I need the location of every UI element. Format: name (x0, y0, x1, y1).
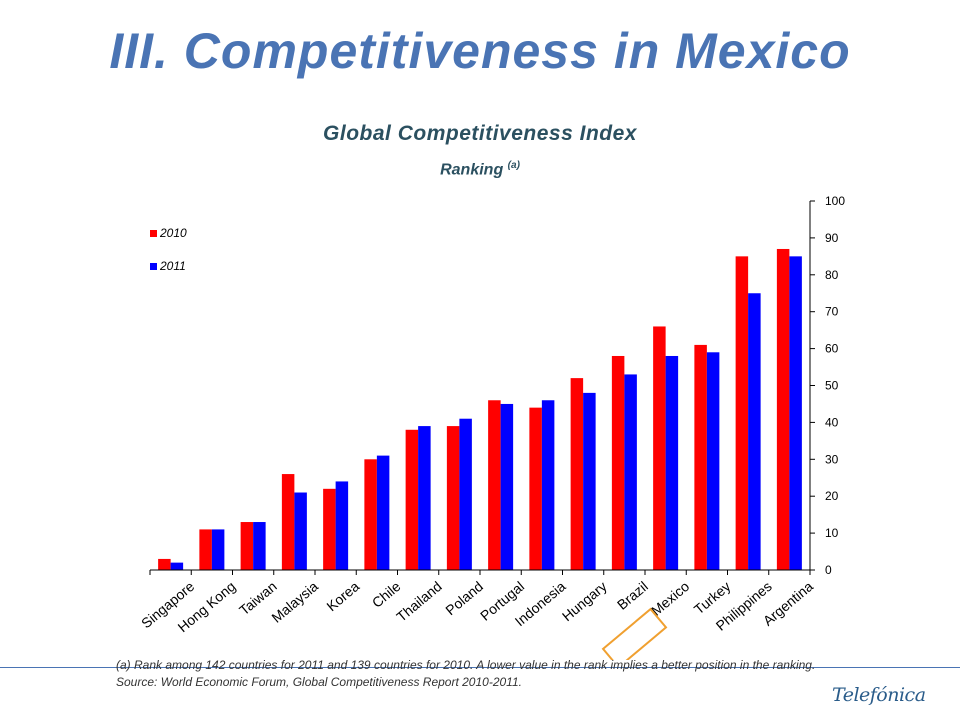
bar-2011-brazil (624, 374, 637, 570)
y-tick-label: 80 (825, 268, 839, 282)
footnote: (a) Rank among 142 countries for 2011 an… (116, 658, 816, 689)
y-tick-label: 40 (825, 415, 839, 429)
bar-2010-mexico (653, 326, 666, 570)
legend-label-2011: 2011 (159, 259, 186, 273)
bar-2010-turkey (694, 344, 707, 570)
y-tick-label: 10 (825, 526, 839, 540)
bar-2011-taiwan (253, 522, 266, 570)
chart-title: Global Competitiveness Index (323, 122, 637, 145)
footer-divider (0, 667, 960, 668)
bar-2010-korea (323, 488, 336, 570)
bar-2011-poland (459, 418, 472, 570)
y-tick-label: 0 (825, 563, 832, 577)
bar-2011-philippines (748, 293, 761, 570)
legend-swatch-2011 (150, 263, 157, 270)
bar-2010-hungary (570, 378, 584, 570)
legend-label-2010: 2010 (159, 226, 187, 240)
bar-2011-korea (335, 481, 349, 570)
chart-subtitle-note: (a) (507, 160, 520, 171)
chart-subtitle-text: Ranking (440, 161, 504, 179)
bar-2011-singapore (170, 562, 184, 570)
bar-2010-malaysia (281, 474, 295, 570)
x-tick-label: Hungary (559, 578, 610, 624)
y-tick-label: 60 (825, 342, 839, 356)
x-tick-label: Brazil (614, 578, 651, 613)
legend-swatch-2010 (150, 230, 157, 237)
bar-2010-portugal (488, 400, 501, 570)
bar-2011-hong-kong (211, 529, 225, 570)
x-tick-label: Chile (369, 578, 404, 611)
y-tick-label: 20 (825, 489, 839, 503)
bar-2010-taiwan (240, 522, 254, 570)
y-tick-label: 30 (825, 452, 839, 466)
bar-2011-turkey (706, 352, 720, 570)
bar-2010-argentina (776, 248, 790, 570)
highlight-box (601, 607, 668, 660)
telefonica-logo: Telefónica (832, 684, 926, 706)
bar-2011-chile (376, 455, 390, 570)
bar-2010-philippines (735, 256, 749, 570)
bar-2010-indonesia (529, 407, 542, 570)
x-tick-label: Malaysia (268, 578, 321, 626)
bar-2010-poland (446, 426, 460, 570)
x-tick-label: Korea (323, 578, 362, 614)
bar-2010-thailand (405, 429, 419, 570)
bar-2011-hungary (583, 392, 596, 570)
bar-2011-indonesia (541, 400, 555, 570)
bar-2011-thailand (418, 426, 431, 570)
bar-2011-argentina (789, 256, 802, 570)
bar-2010-chile (364, 459, 377, 570)
bar-2011-malaysia (294, 492, 307, 570)
bar-2011-mexico (665, 355, 679, 570)
y-tick-label: 70 (825, 305, 839, 319)
x-tick-label: Thailand (393, 578, 444, 625)
bar-2010-singapore (158, 558, 171, 570)
bar-2010-hong-kong (199, 529, 212, 570)
slide-title: III. Competitiveness in Mexico (109, 23, 851, 79)
y-tick-label: 100 (825, 194, 845, 208)
bar-2011-portugal (500, 403, 514, 570)
y-tick-label: 50 (825, 379, 839, 393)
bar-2010-brazil (611, 355, 625, 570)
y-tick-label: 90 (825, 231, 839, 245)
chart-subtitle: Ranking (a) (0, 160, 960, 179)
